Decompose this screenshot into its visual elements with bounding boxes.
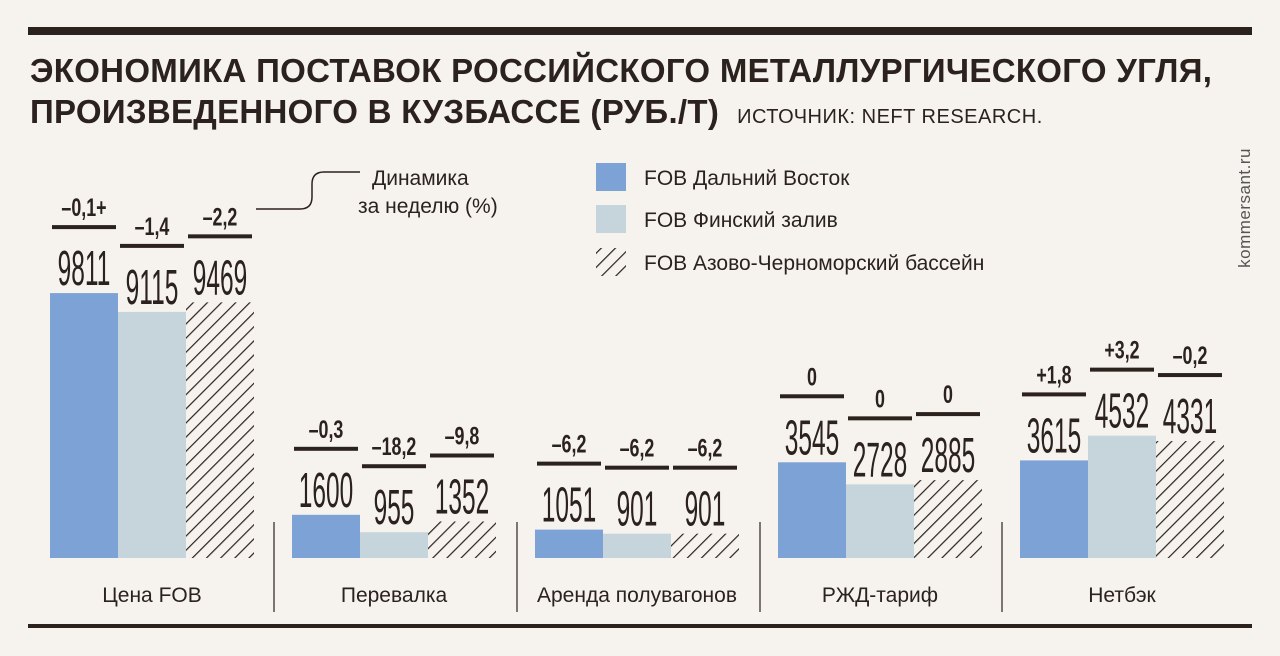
change-rule-1-3 (188, 234, 252, 239)
value-label-5-2: 4532 (1095, 385, 1149, 439)
bar-3-2 (603, 533, 671, 558)
value-label-2-3: 1352 (435, 470, 489, 524)
legend-label-1: FOB Дальний Восток (644, 167, 850, 190)
change-rule-2-3 (430, 453, 494, 458)
bar-1-1 (50, 293, 118, 558)
bar-2-1 (292, 514, 360, 558)
title-line-1: ЭКОНОМИКА ПОСТАВОК РОССИЙСКОГО МЕТАЛЛУРГ… (30, 52, 1213, 89)
change-rule-4-1 (780, 394, 844, 399)
change-rule-1-1 (52, 225, 116, 230)
change-rule-2-2 (362, 464, 426, 469)
title-line-2: ПРОИЗВЕДЕННОГО В КУЗБАССЕ (РУБ./Т) ИСТОЧН… (30, 91, 1250, 138)
change-label-1-3: –2,2 (203, 202, 238, 231)
change-rule-4-2 (848, 416, 912, 421)
bar-4-2 (846, 484, 914, 558)
change-rule-5-2 (1090, 367, 1154, 372)
change-label-2-2: –18,2 (372, 432, 417, 461)
change-rule-3-1 (537, 461, 601, 466)
bar-3-3 (671, 533, 739, 558)
change-label-4-2: 0 (875, 384, 885, 413)
change-rule-3-3 (673, 465, 737, 470)
category-label-2: Перевалка (341, 584, 448, 607)
legend-label-3: FOB Азово-Черноморский бассейн (644, 252, 984, 275)
change-label-5-3: –0,2 (1173, 341, 1208, 370)
value-label-4-2: 2728 (853, 433, 907, 487)
source-note: ИСТОЧНИК: NEFT RESEARCH. (737, 106, 1043, 128)
change-label-5-1: +1,8 (1036, 360, 1071, 389)
change-rule-5-1 (1022, 392, 1086, 397)
bar-2-2 (360, 532, 428, 558)
category-label-3: Аренда полувагонов (537, 584, 737, 607)
bar-5-2 (1088, 435, 1156, 558)
bar-4-1 (778, 462, 846, 558)
bar-1-3 (186, 302, 254, 558)
title-line-2-text: ПРОИЗВЕДЕННОГО В КУЗБАССЕ (РУБ./Т) (30, 93, 720, 130)
change-label-2-1: –0,3 (309, 415, 344, 444)
change-label-3-2: –6,2 (620, 434, 655, 463)
change-rule-1-2 (120, 243, 184, 248)
value-label-1-3: 9469 (193, 251, 247, 305)
value-label-5-3: 4331 (1163, 390, 1217, 444)
annotation-line-1: Динамика (372, 167, 469, 190)
change-label-5-2: +3,2 (1104, 336, 1139, 365)
bar-1-2 (118, 311, 186, 558)
bar-4-3 (914, 480, 982, 558)
change-label-1-1: –0,1+ (61, 193, 106, 222)
value-label-3-1: 1051 (542, 479, 596, 533)
chart-title: ЭКОНОМИКА ПОСТАВОК РОССИЙСКОГО МЕТАЛЛУРГ… (30, 50, 1250, 138)
value-label-2-2: 955 (374, 481, 415, 535)
change-label-4-3: 0 (943, 380, 953, 409)
value-label-2-1: 1600 (299, 464, 353, 518)
change-label-2-3: –9,8 (445, 421, 480, 450)
change-label-3-3: –6,2 (688, 434, 723, 463)
value-label-4-1: 3545 (785, 411, 839, 465)
category-label-4: РЖД-тариф (822, 584, 938, 607)
bar-3-1 (535, 529, 603, 558)
change-label-4-1: 0 (807, 362, 817, 391)
change-rule-4-3 (916, 412, 980, 417)
value-label-1-2: 9115 (126, 261, 179, 315)
change-rule-3-2 (605, 465, 669, 470)
top-rule (28, 27, 1252, 35)
change-label-1-2: –1,4 (135, 212, 170, 241)
annotation-line-2: за неделю (%) (358, 195, 498, 218)
category-label-5: Нетбэк (1088, 584, 1156, 607)
annotation-leader (256, 171, 360, 210)
value-label-1-1: 9811 (58, 242, 111, 296)
legend-swatch-2 (596, 205, 626, 233)
value-label-4-3: 2885 (921, 429, 975, 483)
change-rule-5-3 (1158, 373, 1222, 378)
change-rule-2-1 (294, 446, 358, 451)
bottom-rule (28, 624, 1252, 628)
bar-2-3 (428, 521, 496, 558)
value-label-3-3: 901 (685, 483, 726, 537)
value-label-5-1: 3615 (1027, 409, 1081, 463)
bar-5-3 (1156, 441, 1224, 558)
value-label-3-2: 901 (617, 483, 658, 537)
category-label-1: Цена FOB (102, 584, 202, 607)
legend-label-2: FOB Финский залив (644, 209, 838, 232)
bar-5-1 (1020, 460, 1088, 558)
legend-swatch-1 (596, 163, 626, 191)
legend-swatch-3 (596, 248, 626, 276)
change-label-3-1: –6,2 (552, 430, 587, 459)
